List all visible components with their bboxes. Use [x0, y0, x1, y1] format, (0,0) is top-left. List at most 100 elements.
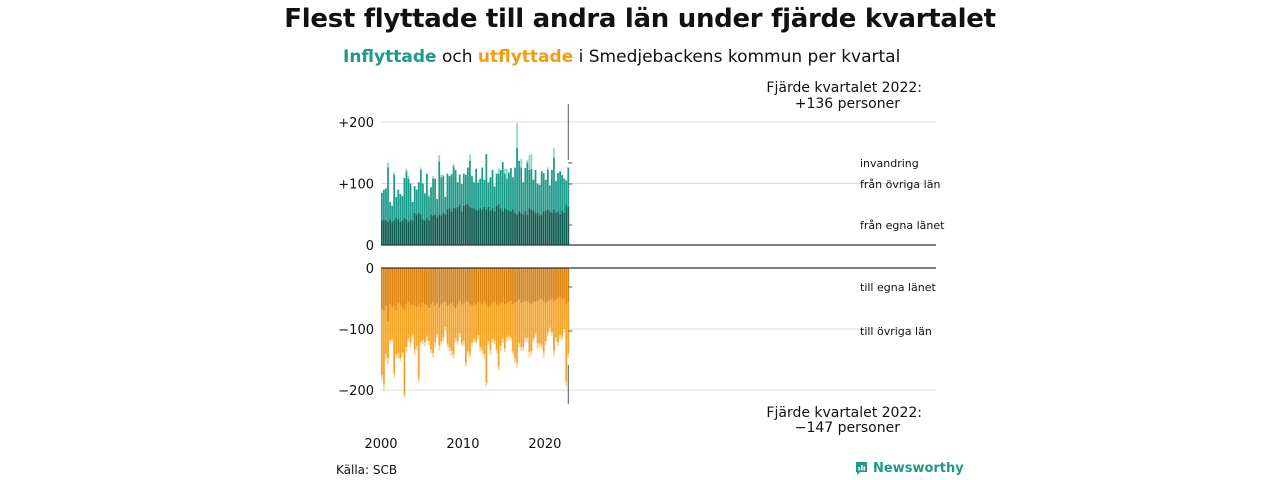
bar-in-0: [514, 213, 516, 245]
inflyttade-bars: [381, 123, 570, 245]
bar-out-2: [532, 338, 535, 343]
bar-out-2: [473, 338, 475, 343]
bar-out-0: [520, 268, 523, 304]
bar-out-1: [430, 304, 432, 350]
bar-in-1: [495, 173, 498, 206]
bar-out-0: [514, 268, 516, 304]
bar-out-2: [520, 347, 523, 351]
bar-in-0: [428, 220, 430, 245]
bar-in-1: [405, 171, 408, 220]
bar-out-1: [452, 305, 455, 355]
bar-in-1: [546, 169, 549, 210]
bar-in-1: [553, 157, 555, 210]
bar-in-0: [530, 209, 533, 245]
bar-in-0: [563, 213, 566, 245]
bar-in-1: [491, 169, 494, 209]
bar-out-1: [553, 302, 555, 351]
bar-out-0: [434, 268, 437, 306]
bar-out-0: [510, 268, 512, 301]
bar-out-1: [548, 299, 551, 328]
bar-in-1: [458, 174, 461, 206]
bar-in-2: [553, 147, 555, 158]
bar-in-1: [485, 153, 488, 210]
bar-out-1: [383, 310, 385, 384]
bar-out-2: [544, 341, 547, 345]
bar-in-1: [450, 174, 453, 212]
bar-in-1: [522, 182, 525, 215]
bar-out-0: [448, 268, 451, 305]
bar-out-1: [413, 305, 416, 350]
bar-out-2: [548, 327, 551, 332]
bar-in-1: [393, 174, 396, 221]
bar-in-1: [518, 160, 520, 212]
bar-in-0: [497, 204, 500, 245]
bar-out-2: [540, 344, 543, 349]
bar-out-1: [536, 300, 539, 344]
bar-out-0: [485, 268, 488, 305]
bar-out-0: [444, 268, 447, 302]
bar-in-0: [460, 211, 463, 245]
bar-in-0: [522, 214, 525, 245]
brand-logo: Newsworthy: [855, 461, 964, 476]
bar-out-0: [538, 268, 541, 300]
bar-out-1: [444, 301, 447, 328]
bar-out-2: [397, 353, 400, 359]
bar-in-1: [559, 171, 561, 215]
bar-out-2: [524, 337, 527, 343]
bar-out-2: [407, 338, 410, 342]
bar-out-2: [489, 349, 492, 355]
bar-out-0: [456, 268, 459, 305]
bar-in-0: [489, 210, 492, 245]
bar-out-0: [397, 268, 400, 304]
bar-in-0: [454, 208, 457, 245]
bar-out-2: [526, 338, 529, 342]
bar-in-1: [434, 178, 437, 215]
bar-in-0: [389, 219, 391, 245]
bar-out-0: [491, 268, 494, 304]
bar-in-1: [446, 173, 449, 210]
bar-out-0: [446, 268, 449, 306]
bar-out-0: [505, 268, 508, 304]
bar-out-1: [458, 301, 461, 334]
utflyttade-bars: [381, 268, 570, 398]
bar-out-0: [389, 268, 391, 305]
bar-out-0: [483, 268, 486, 302]
bar-out-2: [475, 341, 477, 344]
bar-out-2: [514, 358, 516, 364]
bar-out-2: [426, 336, 428, 342]
bar-in-1: [413, 185, 416, 214]
bar-out-0: [563, 268, 566, 299]
chart-subtitle: Inflyttade och utflyttade i Smedjebacken…: [343, 47, 900, 67]
bar-out-0: [526, 268, 529, 302]
bar-out-2: [385, 354, 387, 360]
bar-out-1: [489, 305, 492, 350]
bar-out-2: [485, 382, 488, 387]
bar-out-1: [405, 304, 408, 348]
bar-in-1: [462, 173, 465, 206]
bar-out-2: [481, 349, 484, 354]
bar-in-0: [417, 213, 420, 245]
bar-out-0: [565, 268, 568, 305]
bar-in-0: [397, 219, 400, 245]
bar-in-1: [395, 197, 398, 218]
bar-in-0: [565, 205, 568, 245]
bar-out-2: [464, 362, 467, 367]
bar-out-0: [551, 268, 553, 299]
bar-out-0: [546, 268, 549, 301]
bar-out-0: [503, 268, 506, 305]
bar-in-0: [424, 220, 426, 245]
bar-in-1: [508, 172, 510, 211]
bar-in-1: [442, 176, 445, 214]
bar-out-2: [428, 341, 430, 345]
bar-in-0: [462, 205, 465, 245]
bar-in-0: [436, 217, 439, 245]
bar-in-0: [387, 221, 389, 245]
bar-out-1: [522, 302, 525, 348]
bar-in-0: [499, 208, 502, 245]
bar-in-1: [538, 184, 541, 216]
bar-in-0: [534, 213, 537, 245]
bar-in-0: [438, 214, 441, 245]
bar-in-1: [389, 201, 391, 220]
source-note: Källa: SCB: [336, 463, 398, 477]
